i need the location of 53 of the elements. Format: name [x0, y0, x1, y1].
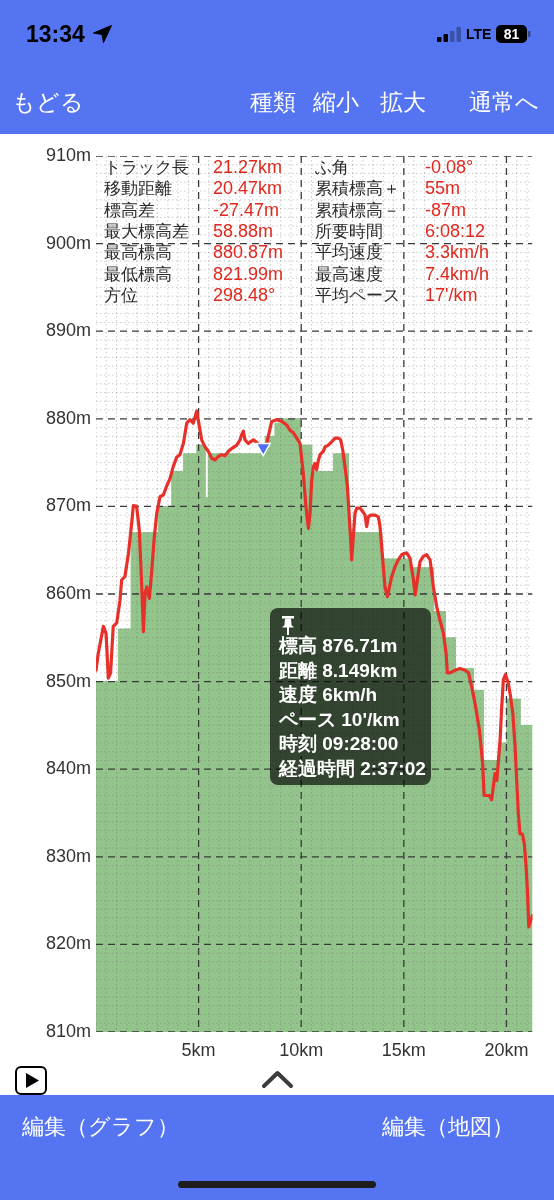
- annotation: 最高標高: [104, 242, 173, 264]
- annotation: 平均速度: [315, 242, 384, 264]
- annotation: 17'/km: [425, 284, 479, 306]
- annotation: 移動距離: [104, 178, 173, 200]
- text: LTE: [466, 26, 492, 43]
- y-tick-label: 840m: [45, 758, 91, 779]
- annotation: 20.47km: [213, 178, 284, 200]
- text: 編集（グラフ）: [22, 1113, 179, 1141]
- annotation: 880.87m: [213, 242, 285, 264]
- y-tick-label: 850m: [45, 670, 91, 691]
- y-tick-label: 910m: [45, 144, 91, 165]
- annotation: 方位: [104, 284, 139, 306]
- annotation: 最低標高: [104, 263, 173, 285]
- annotation: 298.48°: [213, 284, 277, 306]
- annotation: 所要時間: [315, 221, 384, 243]
- text: 通常へ: [469, 88, 539, 116]
- y-tick-label: 810m: [45, 1020, 91, 1041]
- annotation: 58.88m: [213, 221, 275, 243]
- text: 13:34: [26, 20, 85, 48]
- y-tick-label: 860m: [45, 582, 91, 603]
- y-tick-label: 830m: [45, 845, 91, 866]
- annotation: ふ角: [315, 157, 350, 179]
- y-tick-label: 880m: [45, 407, 91, 428]
- annotation: 標高 876.71m 距離 8.149km 速度 6km/h ペース 10'/km 時刻 09:28:00 経過時間 2:37:02: [279, 634, 426, 781]
- annotation: -0.08°: [425, 157, 475, 179]
- annotation: 累積標高－: [315, 199, 401, 221]
- annotation: トラック長: [104, 157, 190, 179]
- annotation: 最大標高差: [104, 221, 190, 243]
- annotation: 累積標高＋: [315, 178, 401, 200]
- x-tick-label: 15km: [381, 1039, 426, 1060]
- text: 縮小: [313, 88, 359, 116]
- annotation: 3.3km/h: [425, 242, 490, 264]
- x-tick-label: 10km: [279, 1039, 324, 1060]
- annotation: -27.47m: [213, 199, 281, 221]
- annotation: 21.27km: [213, 157, 284, 179]
- annotation: -87m: [425, 199, 467, 221]
- x-tick-label: 5km: [181, 1039, 216, 1060]
- text: 編集（地図）: [382, 1113, 514, 1141]
- y-tick-label: 890m: [45, 320, 91, 341]
- annotation: 標高差: [104, 199, 156, 221]
- y-tick-label: 870m: [45, 495, 91, 516]
- annotation: 55m: [425, 178, 461, 200]
- annotation: 6:08:12: [425, 221, 487, 243]
- annotation: 7.4km/h: [425, 263, 490, 285]
- annotation: 平均ペース: [315, 284, 401, 306]
- x-tick-label: 20km: [484, 1039, 529, 1060]
- y-tick-label: 820m: [45, 933, 91, 954]
- text: 拡大: [380, 88, 426, 116]
- annotation: 最高速度: [315, 263, 384, 285]
- text: もどる: [12, 88, 84, 116]
- annotation: 821.99m: [213, 263, 285, 285]
- y-tick-label: 900m: [45, 232, 91, 253]
- text: 種類: [250, 88, 296, 116]
